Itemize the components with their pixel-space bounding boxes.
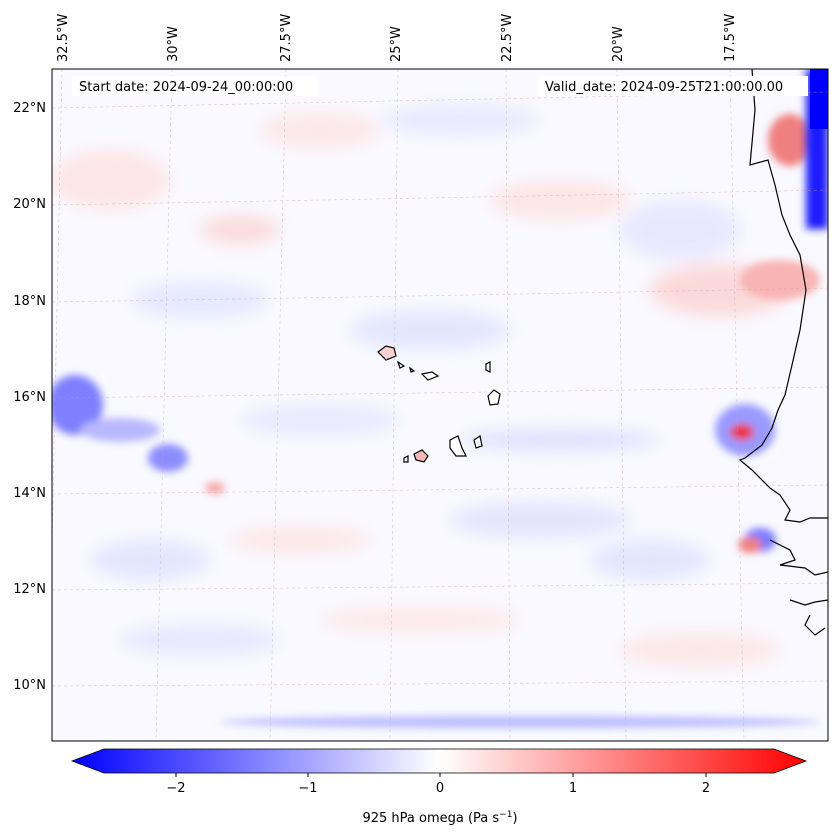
colorbar-tick-label: 2: [702, 781, 710, 796]
start-date-label: Start date: 2024-09-24_00:00:00: [79, 80, 293, 95]
colorbar-label: 925 hPa omega (Pa s−1): [362, 810, 517, 826]
colorbar-tick-label: 1: [569, 781, 577, 796]
map-panel: Start date: 2024-09-24_00:00:00 Valid_da…: [13, 14, 829, 742]
lat-label: 18°N: [13, 294, 46, 309]
lat-label: 20°N: [13, 197, 46, 212]
lat-label: 16°N: [13, 390, 46, 405]
cape-verde-islands: [377, 345, 501, 463]
lat-label: 10°N: [13, 678, 46, 693]
lon-label: 30°W: [166, 26, 181, 62]
lon-label: 20°W: [611, 26, 626, 62]
valid-date-label: Valid_date: 2024-09-25T21:00:00.00: [545, 80, 783, 95]
colorbar-ticks: [175, 773, 707, 777]
lat-label: 14°N: [13, 486, 46, 501]
valid-date-box: [538, 76, 808, 96]
lon-label: 25°W: [389, 26, 404, 62]
lon-label: 32.5°W: [56, 14, 71, 62]
map-frame: [51, 68, 829, 742]
longitude-labels: 32.5°W 30°W 27.5°W 25°W 22.5°W 20°W 17.5…: [56, 14, 738, 62]
lat-label: 12°N: [13, 582, 46, 597]
colorbar-tick-label: 0: [436, 781, 444, 796]
latitude-labels: 22°N 20°N 18°N 16°N 14°N 12°N 10°N: [13, 101, 46, 693]
lon-label: 17.5°W: [723, 14, 738, 62]
colorbar-tick-label: −2: [166, 781, 185, 796]
lat-label: 22°N: [13, 101, 46, 116]
lon-label: 22.5°W: [500, 14, 515, 62]
lon-label: 27.5°W: [279, 14, 294, 62]
coastline: [738, 69, 828, 636]
colorbar-tick-label: −1: [298, 781, 317, 796]
graticule: [52, 69, 828, 741]
colorbar-bar: [70, 748, 808, 774]
start-date-box: [72, 76, 318, 96]
colorbar: −2 −1 0 1 2 925 hPa omega (Pa s−1): [70, 748, 808, 826]
omega-field: [52, 69, 828, 741]
